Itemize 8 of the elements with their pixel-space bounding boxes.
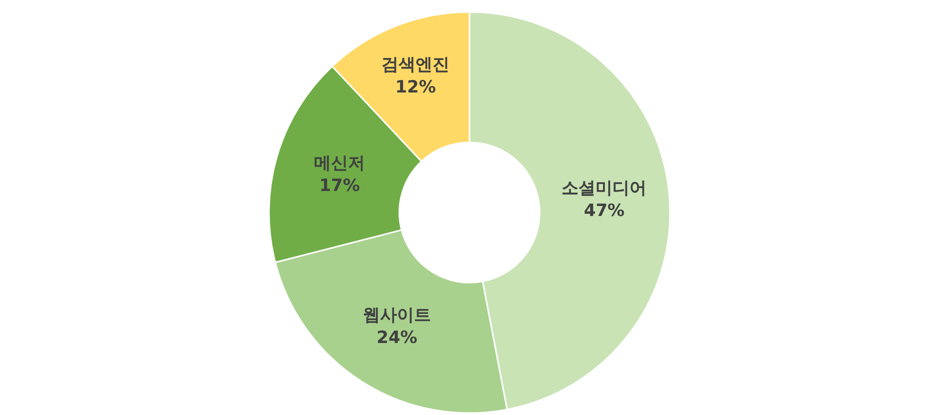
slice-label: 검색엔진 xyxy=(382,55,450,76)
data-label: 47% xyxy=(584,200,625,221)
slice-label: 소셜미디어 xyxy=(562,178,647,199)
data-label: 12% xyxy=(395,77,436,98)
data-label: 24% xyxy=(376,328,418,348)
slice-label: 메신저 xyxy=(314,154,366,174)
slice-label: 웹사이트 xyxy=(362,306,431,326)
data-label: 17% xyxy=(319,176,360,196)
